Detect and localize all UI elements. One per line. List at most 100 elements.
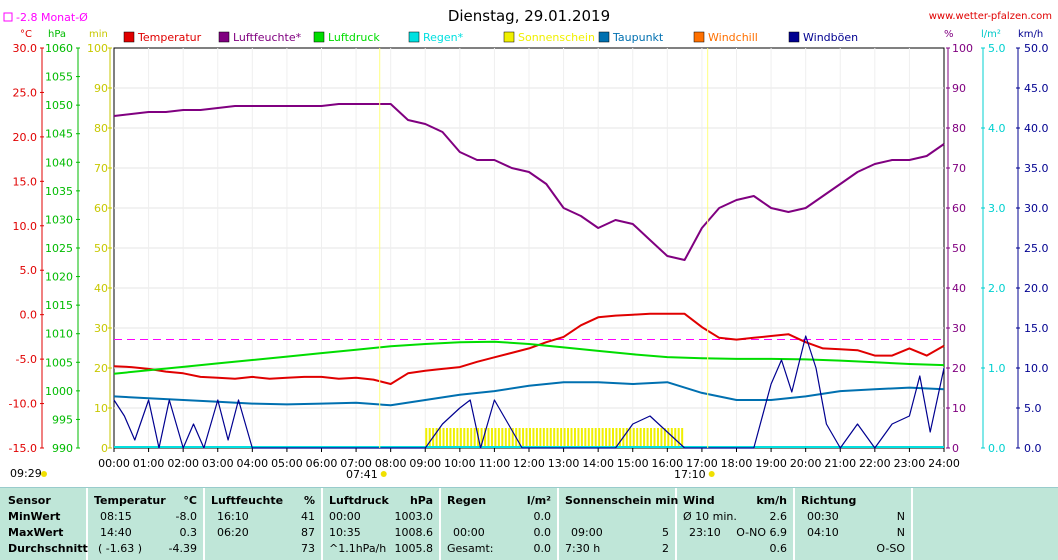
luftdruck-max-time: 10:35 xyxy=(329,526,361,539)
luftdruck-header: Luftdruck xyxy=(329,494,389,507)
axis-humidity-label-8: 20 xyxy=(952,362,966,375)
wind-max: O-NO 6.9 xyxy=(736,526,787,539)
x-tick-label-8: 08:00 xyxy=(375,457,407,470)
sonnenschein-avg-extra: 7:30 h xyxy=(565,542,601,555)
x-tick-label-9: 09:00 xyxy=(409,457,441,470)
unit-percent: % xyxy=(944,29,954,40)
sunshine-bar xyxy=(473,428,476,448)
legend-label-5: Taupunkt xyxy=(612,31,664,44)
axis-hpa-label-13: 995 xyxy=(52,413,73,426)
axis-wind-label-10: 0.0 xyxy=(1024,442,1042,455)
axis-temp-label-7: -5.0 xyxy=(16,353,37,366)
axis-temp-label-3: 15.0 xyxy=(13,175,38,188)
sunshine-bar xyxy=(681,428,684,448)
sunshine-bar xyxy=(653,428,656,448)
series-3-line xyxy=(113,381,945,407)
unit-celsius: °C xyxy=(20,29,32,40)
sunshine-bar xyxy=(667,428,670,448)
axis-humidity-label-7: 30 xyxy=(952,322,966,335)
temperatur-min: -8.0 xyxy=(175,510,197,523)
sunshine-bar xyxy=(584,428,587,448)
x-tick-label-0: 00:00 xyxy=(98,457,130,470)
sunshine-bar xyxy=(463,428,466,448)
axis-temp-label-1: 25.0 xyxy=(13,86,38,99)
temperatur-avg: -4.39 xyxy=(168,542,197,555)
unit-kmh: km/h xyxy=(1018,29,1043,40)
sunshine-bar xyxy=(459,428,462,448)
sunset-label: 17:10 xyxy=(674,468,706,481)
daylight-start-label: 09:29 xyxy=(10,467,42,480)
sunshine-bar xyxy=(480,428,483,448)
richtung-avg: O-SO xyxy=(876,542,905,555)
axis-humidity-label-10: 0 xyxy=(952,442,959,455)
unit-hpa: hPa xyxy=(48,29,66,40)
x-tick-label-10: 10:00 xyxy=(444,457,476,470)
regen-min: 0.0 xyxy=(533,510,552,523)
axis-min-label-1: 90 xyxy=(94,82,108,95)
axis-rain-label-1: 4.0 xyxy=(988,122,1006,135)
axis-temp-label-4: 10.0 xyxy=(13,220,38,233)
sunshine-bar xyxy=(639,428,642,448)
temperatur-max-time: 14:40 xyxy=(100,526,132,539)
sunshine-bar xyxy=(677,428,680,448)
sunshine-bar xyxy=(632,428,635,448)
col-wind: Wind km/h Ø 10 min. 2.6 23:10 O-NO 6.9 0… xyxy=(677,488,795,560)
website-link[interactable]: www.wetter-pfalzen.com xyxy=(929,11,1052,22)
stats-table: Sensor MinWert MaxWert Durchschnitt Temp… xyxy=(0,487,1058,560)
axis-humidity-label-6: 40 xyxy=(952,282,966,295)
axis-hpa-label-7: 1025 xyxy=(45,242,73,255)
series-4-line xyxy=(113,335,945,449)
regen-max-time: 00:00 xyxy=(453,526,485,539)
axes: 30.0 25.0 20.0 15.0 10.0 5.0 0.0 -5.0 -10.0 -15.0… xyxy=(9,42,1049,470)
sunshine-bar xyxy=(501,428,504,448)
x-tick-label-11: 11:00 xyxy=(479,457,511,470)
axis-temp-label-2: 20.0 xyxy=(13,131,38,144)
x-tick-label-19: 19:00 xyxy=(755,457,787,470)
richtung-min-time: 00:30 xyxy=(807,510,839,523)
legend-label-0: Temperatur xyxy=(137,31,202,44)
row-label-avg: Durchschnitt xyxy=(8,542,88,555)
luftdruck-avg: 1005.8 xyxy=(394,542,434,555)
wind-avg: 0.6 xyxy=(769,542,788,555)
sunshine-bar xyxy=(449,428,452,448)
sunshine-bar xyxy=(442,428,445,448)
sunshine-bar xyxy=(608,428,611,448)
axis-temp-label-0: 30.0 xyxy=(13,42,38,55)
luftdruck-unit: hPa xyxy=(409,494,433,507)
luftfeuchte-header: Luftfeuchte xyxy=(211,494,284,507)
legend-swatch-5 xyxy=(598,31,610,43)
richtung-max: N xyxy=(896,526,905,539)
sunshine-bar xyxy=(560,428,563,448)
luftdruck-avg-extra: ^1.1hPa/h xyxy=(329,542,387,555)
sunshine-bar xyxy=(466,428,469,448)
row-label-min: MinWert xyxy=(8,510,61,523)
sunshine-bar xyxy=(456,428,459,448)
axis-humidity-label-1: 90 xyxy=(952,82,966,95)
col-richtung: Richtung 00:30 N 04:10 N O-SO xyxy=(795,488,913,560)
x-tick-label-20: 20:00 xyxy=(790,457,822,470)
series-1-line xyxy=(113,103,945,261)
axis-humidity-label-0: 100 xyxy=(952,42,973,55)
col-luftfeuchte: Luftfeuchte % 16:10 41 06:20 87 73 xyxy=(205,488,323,560)
legend-label-4: Sonnenschein xyxy=(518,31,595,44)
axis-rain-label-2: 3.0 xyxy=(988,202,1006,215)
luftdruck-max: 1008.6 xyxy=(394,526,434,539)
sunshine-bar xyxy=(605,428,608,448)
weather-chart: -2.8 Monat-Ø Dienstag, 29.01.2019 www.we… xyxy=(3,7,1052,481)
sunshine-bar xyxy=(487,428,490,448)
legend-swatch-7 xyxy=(788,31,800,43)
sunshine-bar xyxy=(494,428,497,448)
sunshine-bar xyxy=(573,428,576,448)
legend-label-6: Windchill xyxy=(708,31,758,44)
sunshine-bar xyxy=(497,428,500,448)
regen-avg: 0.0 xyxy=(533,542,552,555)
sunshine-bar xyxy=(446,428,448,448)
richtung-min: N xyxy=(896,510,905,523)
sunshine-bar xyxy=(508,428,511,448)
series-layer xyxy=(113,103,945,449)
sunshine-bar xyxy=(490,428,493,448)
sunshine-bar xyxy=(428,428,431,448)
temperatur-max: 0.3 xyxy=(179,526,198,539)
col-labels: Sensor MinWert MaxWert Durchschnitt xyxy=(0,488,88,560)
sunshine-bar xyxy=(650,428,653,448)
